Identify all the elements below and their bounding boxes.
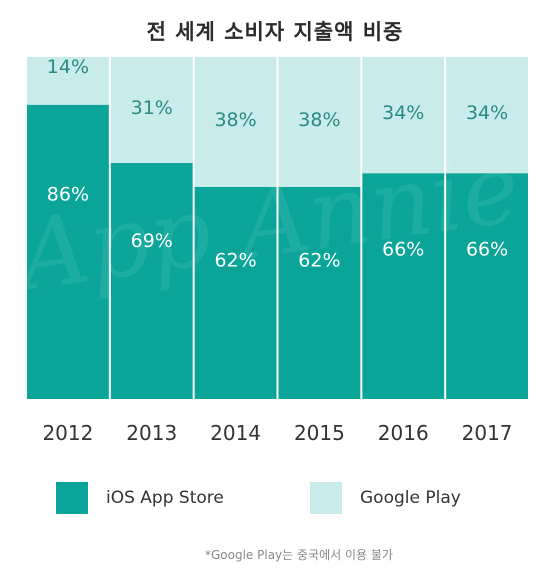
value-label-ios-2017: 66%	[466, 238, 508, 260]
bar-google-play-2013	[110, 57, 193, 164]
value-label-ios-2013: 69%	[131, 230, 173, 252]
bar-google-play-2017	[446, 57, 528, 174]
value-label-google-play-2015: 38%	[298, 109, 340, 131]
x-tick-label-2012: 2012	[42, 421, 93, 445]
value-label-google-play-2012: 14%	[47, 56, 89, 78]
value-label-ios-2012: 86%	[47, 184, 89, 206]
value-label-google-play-2014: 38%	[214, 109, 256, 131]
bar-ios-2016	[362, 173, 445, 399]
x-tick-label-2017: 2017	[462, 421, 513, 445]
bar-ios-2017	[446, 173, 528, 399]
x-tick-label-2013: 2013	[126, 421, 177, 445]
bar-ios-2012	[27, 104, 109, 399]
bar-google-play-2014	[194, 57, 277, 187]
value-label-ios-2016: 66%	[382, 238, 424, 260]
legend-item-ios: iOS App Store	[56, 482, 224, 514]
bar-ios-2013	[110, 163, 193, 399]
footnote: *Google Play는 중국에서 이용 불가	[205, 548, 393, 562]
stacked-bar-chart: App Annie 14%86%201231%69%201338%62%2014…	[27, 55, 528, 445]
value-label-google-play-2017: 34%	[466, 102, 508, 124]
bar-google-play-2016	[362, 57, 445, 174]
legend-swatch-google-play	[310, 482, 342, 514]
legend-swatch-ios	[56, 482, 88, 514]
legend-label-google-play: Google Play	[360, 488, 461, 508]
bar-ios-2014	[194, 186, 277, 399]
value-label-google-play-2016: 34%	[382, 102, 424, 124]
bar-ios-2015	[278, 186, 361, 399]
bar-google-play-2012	[27, 57, 109, 105]
value-label-ios-2014: 62%	[214, 249, 256, 271]
value-label-ios-2015: 62%	[298, 249, 340, 271]
x-tick-label-2016: 2016	[378, 421, 429, 445]
value-label-google-play-2013: 31%	[131, 97, 173, 119]
legend-label-ios: iOS App Store	[106, 488, 224, 508]
chart-title: 전 세계 소비자 지출액 비중	[146, 20, 404, 44]
x-tick-label-2015: 2015	[294, 421, 345, 445]
x-tick-label-2014: 2014	[210, 421, 261, 445]
bar-google-play-2015	[278, 57, 361, 187]
legend-item-google-play: Google Play	[310, 482, 461, 514]
